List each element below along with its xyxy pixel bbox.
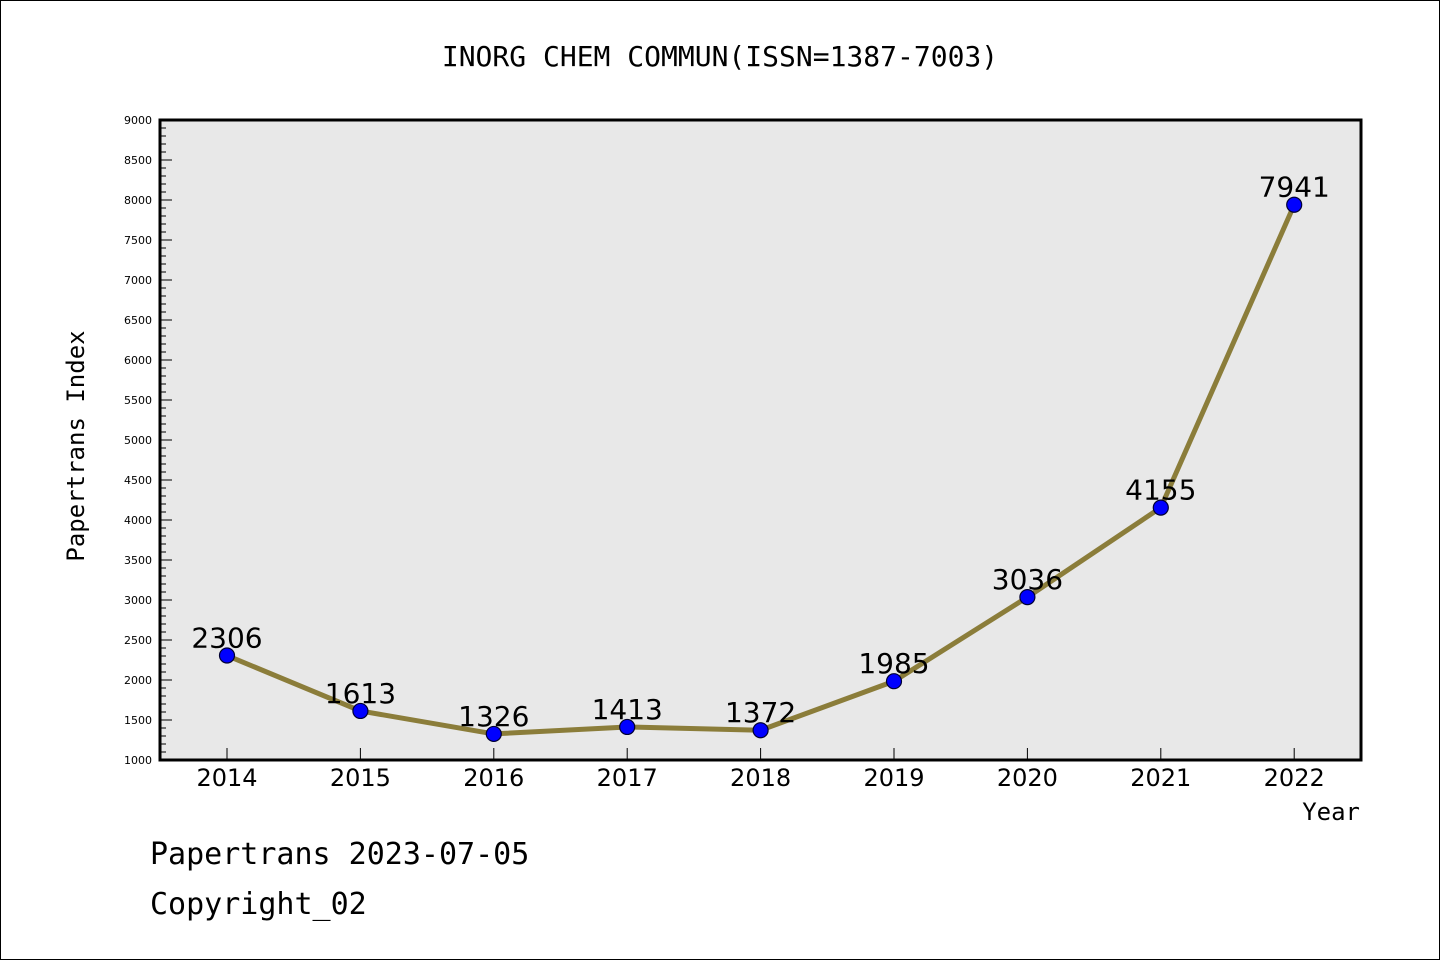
x-tick-label: 2016 — [463, 764, 524, 792]
y-tick-label: 2000 — [124, 674, 152, 687]
data-point-2021 — [1152, 499, 1169, 516]
y-tick-label: 1000 — [124, 754, 152, 767]
series-points-group — [218, 196, 1303, 743]
y-axis: 1000 1500 2000 2500 3000 3500 4000 4500 5000 5500… — [124, 114, 172, 767]
y-tick-label: 7000 — [124, 274, 152, 287]
x-tick-label: 2019 — [863, 764, 924, 792]
data-point-2019 — [885, 673, 903, 690]
y-tick-label: 4000 — [124, 514, 152, 527]
data-label-2019: 1985 — [858, 647, 929, 680]
x-tick-label: 2021 — [1130, 764, 1191, 792]
y-tick-label: 3000 — [124, 594, 152, 607]
data-label-2021: 4155 — [1125, 474, 1196, 507]
y-tick-label: 8000 — [124, 194, 152, 207]
y-tick-label: 9000 — [124, 114, 152, 127]
data-point-2017 — [619, 718, 636, 736]
y-tick-label: 5500 — [124, 394, 152, 407]
data-point-2020 — [1019, 589, 1036, 606]
data-label-2022: 7941 — [1259, 171, 1330, 204]
x-tick-label: 2018 — [730, 764, 791, 792]
data-point-2016 — [485, 725, 502, 743]
data-point-2015 — [352, 702, 369, 720]
y-tick-label: 6000 — [124, 354, 152, 367]
footer-date: Papertrans 2023-07-05 — [150, 837, 529, 872]
x-tick-label: 2017 — [597, 764, 658, 792]
y-axis-label: Papertrans Index — [62, 330, 90, 561]
data-label-2015: 1613 — [325, 677, 396, 710]
x-tick-label: 2022 — [1264, 764, 1325, 792]
x-axis: 2014 2015 2016 2017 2018 2019 2020 2021 2022 — [196, 748, 1325, 792]
y-tick-label: 4500 — [124, 474, 152, 487]
y-tick-label: 3500 — [124, 554, 152, 567]
y-tick-label: 8500 — [124, 154, 152, 167]
y-tick-label: 5000 — [124, 434, 152, 447]
y-tick-label: 6500 — [124, 314, 152, 327]
plot-frame — [158, 118, 1363, 762]
plot-area — [160, 120, 1361, 760]
data-point-2022 — [1286, 196, 1303, 213]
x-tick-label: 2020 — [997, 764, 1058, 792]
data-point-2014 — [218, 647, 236, 664]
data-point-2018 — [752, 722, 769, 739]
data-label-2016: 1326 — [458, 700, 529, 733]
data-label-2018: 1372 — [725, 696, 796, 729]
data-label-2020: 3036 — [992, 563, 1063, 596]
y-tick-label: 2500 — [124, 634, 152, 647]
data-label-2017: 1413 — [592, 693, 663, 726]
x-axis-label: Year — [1302, 798, 1360, 826]
footer-copyright: Copyright_02 — [150, 887, 367, 922]
x-tick-label: 2014 — [196, 764, 257, 792]
y-tick-label: 1500 — [124, 714, 152, 727]
chart-title: INORG CHEM COMMUN(ISSN=1387-7003) — [442, 40, 998, 73]
y-tick-label: 7500 — [124, 234, 152, 247]
data-labels-group: 2306 1613 1326 1413 1372 1985 3036 4155 7941 — [191, 171, 1329, 733]
data-label-2014: 2306 — [191, 622, 262, 655]
x-tick-label: 2015 — [330, 764, 391, 792]
